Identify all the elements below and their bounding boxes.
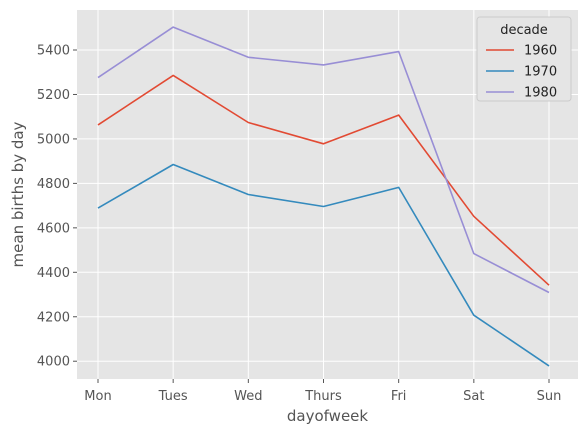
x-tick-label: Fri	[391, 389, 407, 404]
series-line-1970	[97, 163, 550, 367]
legend-label-1960: 1960	[524, 44, 557, 59]
y-tick-label: 5200	[37, 88, 70, 103]
y-tick-label: 4200	[37, 310, 70, 325]
x-tick-label: Thurs	[304, 389, 342, 404]
x-tick-label: Sun	[537, 389, 562, 404]
y-axis-title: mean births by day	[9, 121, 27, 267]
legend-items: 1960 1970 1980	[486, 44, 557, 101]
series-line-1960	[97, 74, 550, 286]
y-tick-label: 5400	[37, 44, 70, 59]
x-tick-label: Sat	[463, 389, 484, 404]
legend-label-1980: 1980	[524, 86, 557, 101]
y-tick-label: 5000	[37, 132, 70, 147]
y-tick-label: 4000	[37, 355, 70, 370]
series-line-1980	[97, 26, 550, 294]
x-tick-label: Wed	[234, 389, 262, 404]
grid-lines	[77, 10, 578, 379]
legend-label-1970: 1970	[524, 65, 557, 80]
y-tick-label: 4600	[37, 221, 70, 236]
series-lines	[97, 26, 550, 367]
y-tick-label: 4400	[37, 266, 70, 281]
legend-title: decade	[500, 23, 548, 38]
legend: decade 1960 1970 1980	[476, 16, 572, 102]
x-tick-label: Tues	[158, 389, 188, 404]
x-axis-ticks: Mon Tues Wed Thurs Fri Sat Sun	[84, 379, 561, 404]
y-axis-ticks: 4000 4200 4400 4600 4800 5000 5200 5400	[37, 44, 77, 370]
legend-box	[476, 16, 572, 102]
y-tick-label: 4800	[37, 177, 70, 192]
x-tick-label: Mon	[84, 389, 111, 404]
x-axis-title: dayofweek	[287, 407, 369, 425]
